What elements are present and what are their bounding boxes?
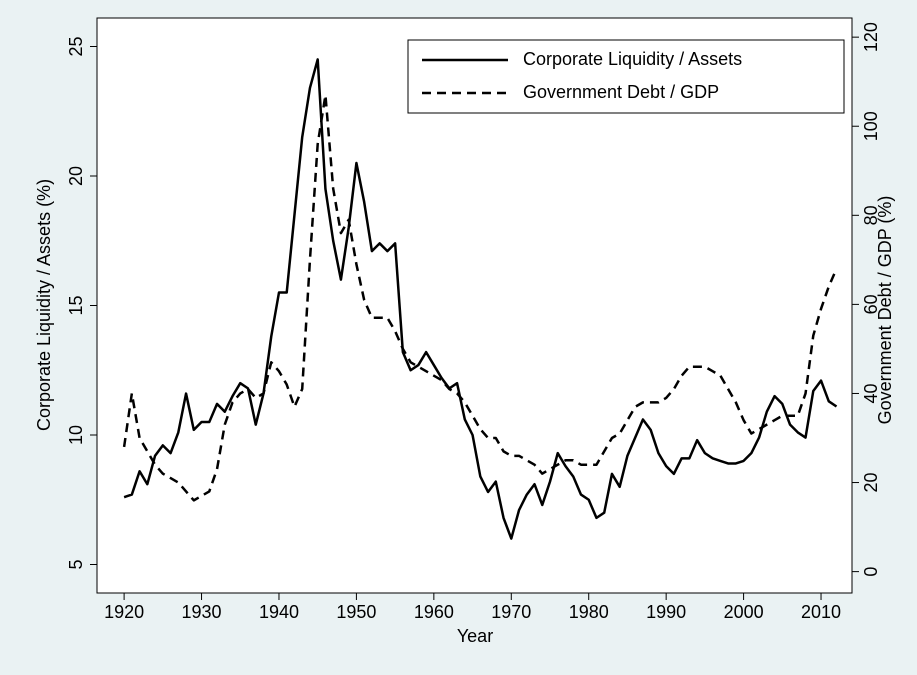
series-line — [122, 93, 838, 502]
x-axis-label: Year — [457, 626, 493, 646]
y2-axis-label: Government Debt / GDP (%) — [875, 196, 895, 425]
x-tick-label: 1970 — [491, 602, 531, 622]
x-tick-label: 1940 — [259, 602, 299, 622]
plot-area — [96, 17, 853, 594]
y-tick-label: 5 — [66, 560, 86, 570]
y2-tick-label: 40 — [861, 383, 881, 403]
y2-tick-label: 120 — [861, 22, 881, 52]
y2-tick-label: 80 — [861, 205, 881, 225]
x-tick-label: 1960 — [414, 602, 454, 622]
y-tick-label: 10 — [66, 425, 86, 445]
legend-box — [407, 39, 845, 114]
legend-label: Government Debt / GDP — [523, 82, 719, 102]
series-line — [123, 58, 838, 540]
y-tick-label: 15 — [66, 295, 86, 315]
x-tick-label: 1930 — [182, 602, 222, 622]
y-tick-label: 25 — [66, 36, 86, 56]
x-tick-label: 2010 — [801, 602, 841, 622]
y2-tick-label: 0 — [861, 567, 881, 577]
x-tick-label: 1990 — [646, 602, 686, 622]
x-tick-label: 2000 — [724, 602, 764, 622]
x-tick-label: 1920 — [104, 602, 144, 622]
y2-tick-label: 100 — [861, 111, 881, 141]
legend-label: Corporate Liquidity / Assets — [523, 49, 742, 69]
y-tick-label: 20 — [66, 166, 86, 186]
x-tick-label: 1980 — [569, 602, 609, 622]
y2-tick-label: 60 — [861, 294, 881, 314]
x-tick-label: 1950 — [336, 602, 376, 622]
y2-tick-label: 20 — [861, 473, 881, 493]
y-axis-label: Corporate Liquidity / Assets (%) — [34, 179, 54, 431]
